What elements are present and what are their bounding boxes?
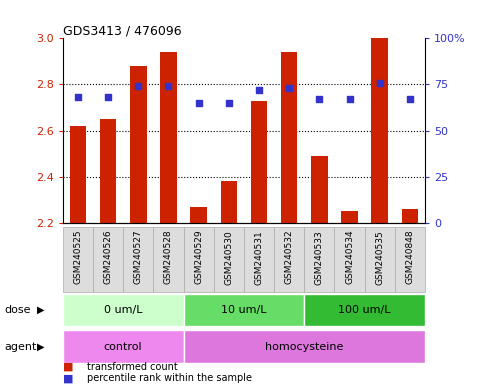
Text: GSM240529: GSM240529	[194, 230, 203, 285]
Bar	[341, 211, 358, 223]
Bar	[70, 126, 86, 223]
Text: GSM240533: GSM240533	[315, 230, 324, 285]
Text: agent: agent	[5, 341, 37, 352]
Text: ■: ■	[63, 362, 73, 372]
Bar	[184, 227, 213, 292]
Text: GSM240527: GSM240527	[134, 230, 143, 285]
Bar	[311, 156, 327, 223]
Text: control: control	[104, 341, 142, 352]
Text: GSM240535: GSM240535	[375, 230, 384, 285]
Point	[406, 96, 414, 102]
Text: ▶: ▶	[37, 305, 45, 315]
Text: GSM240534: GSM240534	[345, 230, 354, 285]
Bar	[304, 294, 425, 326]
Text: ■: ■	[63, 373, 73, 383]
Bar	[402, 209, 418, 223]
Bar	[184, 330, 425, 363]
Point	[74, 94, 82, 101]
Bar	[365, 227, 395, 292]
Bar	[63, 294, 184, 326]
Bar	[244, 227, 274, 292]
Bar	[123, 227, 154, 292]
Bar	[251, 101, 267, 223]
Text: 0 um/L: 0 um/L	[104, 305, 142, 315]
Text: GSM240530: GSM240530	[224, 230, 233, 285]
Bar	[184, 294, 304, 326]
Text: ▶: ▶	[37, 341, 45, 352]
Bar	[281, 52, 298, 223]
Point	[315, 96, 323, 102]
Text: 100 um/L: 100 um/L	[339, 305, 391, 315]
Bar	[304, 227, 334, 292]
Bar	[154, 227, 184, 292]
Text: transformed count: transformed count	[87, 362, 178, 372]
Bar	[334, 227, 365, 292]
Text: homocysteine: homocysteine	[265, 341, 343, 352]
Bar	[130, 66, 146, 223]
Bar	[371, 38, 388, 223]
Bar	[221, 181, 237, 223]
Point	[285, 85, 293, 91]
Text: 10 um/L: 10 um/L	[221, 305, 267, 315]
Text: GSM240532: GSM240532	[284, 230, 294, 285]
Text: percentile rank within the sample: percentile rank within the sample	[87, 373, 252, 383]
Text: GSM240848: GSM240848	[405, 230, 414, 285]
Text: GDS3413 / 476096: GDS3413 / 476096	[63, 24, 182, 37]
Point	[104, 94, 112, 101]
Point	[134, 83, 142, 89]
Text: dose: dose	[5, 305, 31, 315]
Point	[225, 100, 233, 106]
Text: GSM240526: GSM240526	[103, 230, 113, 285]
Bar	[100, 119, 116, 223]
Bar	[274, 227, 304, 292]
Bar	[395, 227, 425, 292]
Point	[346, 96, 354, 102]
Bar	[190, 207, 207, 223]
Text: GSM240528: GSM240528	[164, 230, 173, 285]
Point	[195, 100, 202, 106]
Bar	[63, 330, 184, 363]
Text: GSM240531: GSM240531	[255, 230, 264, 285]
Text: GSM240525: GSM240525	[73, 230, 83, 285]
Bar	[213, 227, 244, 292]
Bar	[93, 227, 123, 292]
Point	[165, 83, 172, 89]
Bar	[160, 52, 177, 223]
Bar	[63, 227, 93, 292]
Point	[376, 79, 384, 86]
Point	[255, 87, 263, 93]
